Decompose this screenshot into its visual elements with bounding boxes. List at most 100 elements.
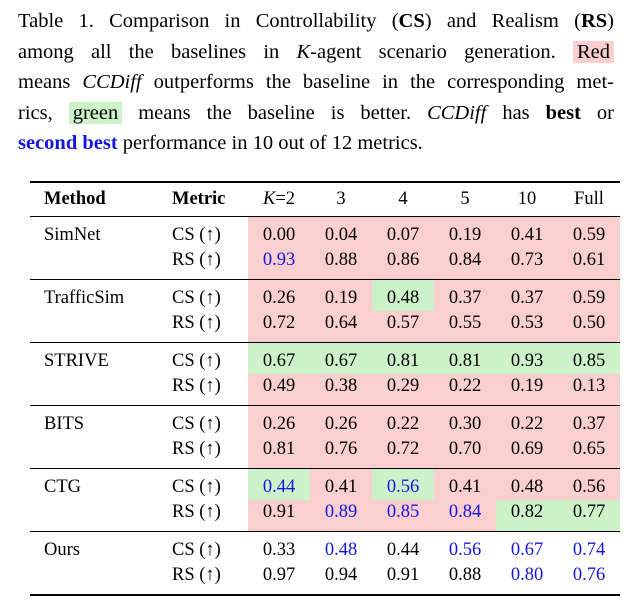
table-cell: 0.93 [496, 342, 558, 374]
caption-line-1: Table 1. Comparison in Controllability (… [18, 10, 614, 32]
table-cell: 0.19 [496, 374, 558, 406]
red-legend-swatch: Red [572, 40, 615, 63]
table-cell: 0.91 [372, 563, 434, 596]
table-header-row: Method Metric K=2 3 4 5 10 Full [30, 181, 620, 217]
table-cell: 0.49 [248, 374, 310, 406]
table-cell: 0.69 [496, 437, 558, 469]
table-cell: 0.22 [372, 405, 434, 437]
metric-label: RS (↑) [160, 374, 248, 406]
method-name: TrafficSim [44, 288, 125, 308]
method-name: CTG [44, 477, 81, 497]
table-cell: 0.72 [248, 311, 310, 343]
table-cell: 0.38 [310, 374, 372, 406]
table-cell: 0.41 [496, 216, 558, 248]
table-cell: 0.65 [558, 437, 620, 469]
table-row: RS (↑) 0.97 0.94 0.91 0.88 0.80 0.76 [30, 563, 620, 596]
header-k4: 4 [372, 181, 434, 217]
table-cell: 0.85 [372, 500, 434, 532]
table-cell: 0.73 [496, 248, 558, 280]
table-cell: 0.82 [496, 500, 558, 532]
table-cell: 0.70 [434, 437, 496, 469]
metric-label: CS (↑) [172, 225, 221, 245]
table-cell: 0.97 [248, 563, 310, 596]
header-k3: 3 [310, 181, 372, 217]
table-cell: 0.85 [558, 342, 620, 374]
table-cell: 0.76 [310, 437, 372, 469]
table-row: RS (↑) 0.93 0.88 0.86 0.84 0.73 0.61 [30, 248, 620, 280]
metric-label: RS (↑) [160, 437, 248, 469]
table-cell: 0.88 [434, 563, 496, 596]
table-cell: 0.67 [510, 540, 544, 560]
table-cell: 0.59 [558, 279, 620, 311]
table-cell: 0.64 [310, 311, 372, 343]
table-cell: 0.56 [558, 468, 620, 500]
table-cell: 0.67 [310, 342, 372, 374]
table-row: SimNet CS (↑) 0.00 0.04 0.07 0.19 0.41 0… [30, 216, 620, 248]
table-cell: 0.76 [558, 563, 620, 596]
table-cell: 0.53 [496, 311, 558, 343]
table-cell: 0.37 [434, 279, 496, 311]
table-row: Ours CS (↑) 0.33 0.48 0.44 0.56 0.67 0.7… [30, 532, 620, 564]
table-cell: 0.26 [310, 405, 372, 437]
table-cell: 0.94 [310, 563, 372, 596]
table-cell: 0.77 [558, 500, 620, 532]
table-cell: 0.67 [248, 342, 310, 374]
table-cell: 0.72 [372, 437, 434, 469]
metric-label: CS (↑) [172, 288, 221, 308]
metric-label: CS (↑) [172, 540, 221, 560]
table-row: RS (↑) 0.81 0.76 0.72 0.70 0.69 0.65 [30, 437, 620, 469]
table-cell: 0.57 [372, 311, 434, 343]
table-cell: 0.41 [434, 468, 496, 500]
table-cell: 0.80 [496, 563, 558, 596]
metric-label: RS (↑) [160, 248, 248, 280]
header-k10: 10 [496, 181, 558, 217]
table-cell: 0.48 [324, 540, 358, 560]
method-name: SimNet [44, 225, 101, 245]
caption-line-2: among all the baselines in K-agent scena… [18, 37, 615, 68]
header-metric: Metric [160, 181, 248, 217]
comparison-table: Method Metric K=2 3 4 5 10 Full SimNet C… [30, 181, 620, 596]
table-cell: 0.19 [310, 279, 372, 311]
table-cell: 0.48 [496, 468, 558, 500]
table-cell: 0.81 [372, 342, 434, 374]
table-cell: 0.22 [434, 374, 496, 406]
table-cell: 0.59 [558, 216, 620, 248]
table-cell: 0.13 [558, 374, 620, 406]
table-cell: 0.22 [496, 405, 558, 437]
table-cell: 0.29 [372, 374, 434, 406]
table-cell: 0.37 [496, 279, 558, 311]
table-cell: 0.61 [558, 248, 620, 280]
green-legend-swatch: green [68, 101, 123, 124]
table-cell: 0.81 [434, 342, 496, 374]
table-cell: 0.26 [248, 279, 310, 311]
table-cell: 0.55 [434, 311, 496, 343]
caption-line-4: rics, green means the baseline is better… [18, 101, 614, 124]
table-cell: 0.89 [310, 500, 372, 532]
table-cell: 0.93 [248, 248, 310, 280]
table-cell: 0.81 [248, 437, 310, 469]
metric-label: RS (↑) [160, 311, 248, 343]
table-cell: 0.50 [558, 311, 620, 343]
table-cell: 0.74 [572, 540, 606, 560]
table-cell: 0.56 [448, 540, 482, 560]
metric-label: CS (↑) [172, 414, 221, 434]
table-row: CTG CS (↑) 0.44 0.41 0.56 0.41 0.48 0.56 [30, 468, 620, 500]
table-row: RS (↑) 0.49 0.38 0.29 0.22 0.19 0.13 [30, 374, 620, 406]
table-cell: 0.44 [386, 540, 420, 560]
table-cell: 0.44 [248, 468, 310, 500]
table-cell: 0.91 [248, 500, 310, 532]
table-cell: 0.88 [310, 248, 372, 280]
table-row: TrafficSim CS (↑) 0.26 0.19 0.48 0.37 0.… [30, 279, 620, 311]
header-method: Method [30, 181, 160, 217]
method-name: Ours [44, 540, 80, 560]
table-cell: 0.86 [372, 248, 434, 280]
metric-label: CS (↑) [172, 477, 221, 497]
table-row: STRIVE CS (↑) 0.67 0.67 0.81 0.81 0.93 0… [30, 342, 620, 374]
caption-line-5: second best performance in 10 out of 12 … [18, 132, 423, 154]
table-cell: 0.84 [434, 248, 496, 280]
metric-label: RS (↑) [160, 563, 248, 596]
header-full: Full [558, 181, 620, 217]
table-cell: 0.48 [372, 279, 434, 311]
metric-label: RS (↑) [160, 500, 248, 532]
table-cell: 0.04 [310, 216, 372, 248]
